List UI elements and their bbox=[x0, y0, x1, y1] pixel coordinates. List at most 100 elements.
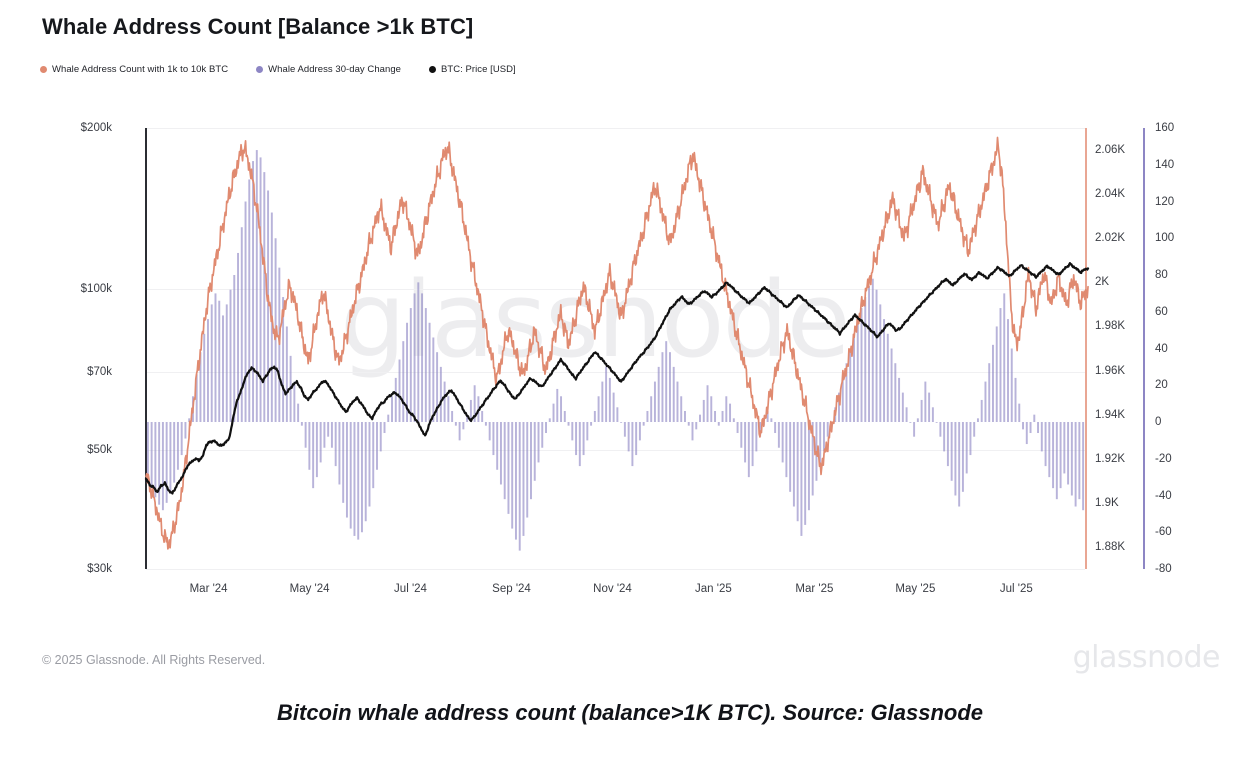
bar-series-whale-30day-change bbox=[146, 150, 1085, 551]
bar bbox=[255, 150, 258, 423]
axis-x-tick-label: Mar '25 bbox=[795, 583, 834, 595]
bar bbox=[642, 422, 645, 426]
bar bbox=[364, 422, 367, 522]
bar bbox=[169, 422, 172, 494]
bar bbox=[875, 289, 878, 422]
gridline bbox=[146, 128, 1085, 129]
bar bbox=[958, 422, 961, 507]
bar bbox=[811, 422, 814, 496]
axis-x-tick-label: May '24 bbox=[289, 583, 330, 595]
bar bbox=[597, 396, 600, 422]
bar bbox=[1040, 422, 1043, 452]
bar bbox=[826, 422, 829, 437]
bar bbox=[496, 422, 499, 470]
bar bbox=[360, 422, 363, 533]
axis-right1-tick-label: 1.94K bbox=[1095, 408, 1126, 421]
bar bbox=[740, 422, 743, 448]
bar bbox=[556, 388, 559, 422]
axis-right2-tick-label: 140 bbox=[1155, 158, 1175, 171]
bar bbox=[240, 227, 243, 422]
bar bbox=[864, 297, 867, 422]
bar bbox=[293, 381, 296, 422]
bar bbox=[184, 422, 187, 439]
chart-legend: Whale Address Count with 1k to 10k BTC W… bbox=[40, 64, 516, 75]
bar bbox=[259, 157, 262, 422]
bar bbox=[905, 407, 908, 422]
bar bbox=[503, 422, 506, 500]
bar bbox=[323, 422, 326, 448]
axis-right2-tick-label: 120 bbox=[1155, 195, 1175, 208]
bar bbox=[706, 385, 709, 422]
bar bbox=[725, 396, 728, 422]
bar bbox=[980, 399, 983, 422]
axis-x-tick-label: Jul '25 bbox=[999, 583, 1033, 595]
axis-right2-tick-label: 40 bbox=[1155, 342, 1168, 355]
axis-right1-tick-label: 1.88K bbox=[1095, 541, 1126, 553]
bar bbox=[935, 422, 938, 423]
bar bbox=[954, 422, 957, 496]
axis-left-tick-label: $70k bbox=[87, 366, 112, 378]
bar bbox=[165, 422, 168, 503]
bar bbox=[593, 410, 596, 422]
axis-right2-tick-label: 160 bbox=[1155, 122, 1175, 134]
axis-right1-tick-label: 2.04K bbox=[1095, 188, 1126, 201]
bar bbox=[913, 422, 916, 437]
axis-right2-tick-label: 60 bbox=[1155, 305, 1168, 318]
legend-item-btc-price[interactable]: BTC: Price [USD] bbox=[429, 64, 516, 75]
bar bbox=[466, 414, 469, 422]
bar bbox=[237, 252, 239, 422]
bar bbox=[1033, 414, 1036, 422]
bar bbox=[308, 422, 311, 470]
bar bbox=[526, 422, 529, 518]
bar bbox=[612, 392, 615, 422]
bar bbox=[330, 422, 333, 448]
bar bbox=[582, 422, 585, 456]
bar bbox=[586, 422, 589, 441]
bar bbox=[154, 422, 157, 498]
bar bbox=[695, 422, 698, 430]
bar bbox=[499, 422, 502, 485]
bar bbox=[608, 377, 611, 422]
bar bbox=[173, 422, 176, 483]
bar bbox=[661, 352, 664, 422]
bar bbox=[1070, 422, 1073, 496]
legend-label: Whale Address 30-day Change bbox=[268, 64, 402, 75]
bar bbox=[747, 422, 750, 478]
legend-item-whale-count[interactable]: Whale Address Count with 1k to 10k BTC bbox=[40, 64, 228, 75]
page-title: Whale Address Count [Balance >1k BTC] bbox=[42, 14, 474, 39]
bar bbox=[552, 403, 555, 423]
axis-right2-tick-label: -60 bbox=[1155, 526, 1172, 539]
bar bbox=[233, 275, 236, 422]
bar bbox=[451, 410, 454, 422]
axis-right1-tick-label: 1.92K bbox=[1095, 452, 1126, 465]
bar bbox=[1055, 422, 1058, 500]
bar bbox=[1022, 422, 1024, 430]
bar bbox=[759, 422, 762, 437]
bar bbox=[665, 341, 668, 422]
bar bbox=[631, 422, 634, 467]
bar bbox=[721, 410, 724, 422]
bar bbox=[1074, 422, 1077, 507]
glassnode-logo: glassnode bbox=[1072, 640, 1221, 675]
bar bbox=[484, 422, 487, 426]
bar bbox=[898, 377, 901, 422]
bar bbox=[432, 337, 435, 422]
bar bbox=[267, 190, 270, 422]
bar bbox=[736, 422, 739, 434]
bar bbox=[601, 381, 604, 422]
bar bbox=[732, 418, 735, 422]
bar bbox=[210, 304, 213, 422]
bar bbox=[180, 422, 183, 456]
legend-item-30day-change[interactable]: Whale Address 30-day Change bbox=[256, 64, 401, 75]
bar bbox=[473, 385, 476, 422]
bar bbox=[653, 381, 656, 422]
bar bbox=[225, 304, 228, 422]
bar bbox=[300, 422, 303, 426]
axis-right1-tick-label: 2.06K bbox=[1095, 144, 1126, 157]
bar bbox=[992, 344, 994, 422]
bar bbox=[417, 282, 420, 422]
bar bbox=[969, 422, 972, 456]
axis-left-tick-label: $50k bbox=[87, 444, 112, 457]
bar bbox=[492, 422, 495, 456]
axis-right2-tick-label: 100 bbox=[1155, 232, 1175, 245]
